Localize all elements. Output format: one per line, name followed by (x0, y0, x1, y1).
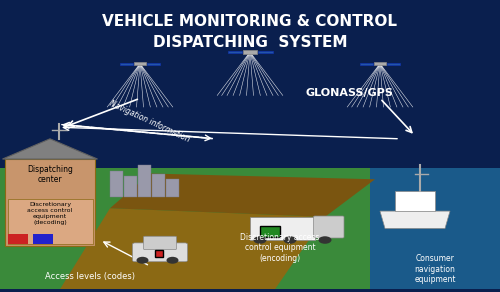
FancyBboxPatch shape (32, 234, 52, 244)
FancyBboxPatch shape (120, 63, 133, 65)
Text: Consumer
navigation
equipment: Consumer navigation equipment (414, 255, 456, 284)
FancyBboxPatch shape (360, 63, 373, 65)
FancyBboxPatch shape (314, 216, 344, 238)
FancyBboxPatch shape (147, 63, 160, 65)
Text: DISPATCHING  SYSTEM: DISPATCHING SYSTEM (153, 35, 347, 50)
FancyBboxPatch shape (258, 51, 272, 53)
Polygon shape (380, 211, 450, 228)
Circle shape (284, 236, 296, 244)
FancyBboxPatch shape (8, 199, 92, 244)
Circle shape (318, 236, 332, 244)
FancyBboxPatch shape (138, 165, 150, 197)
FancyBboxPatch shape (132, 243, 188, 262)
FancyBboxPatch shape (155, 250, 162, 257)
FancyBboxPatch shape (5, 159, 95, 246)
FancyBboxPatch shape (260, 225, 280, 237)
FancyBboxPatch shape (395, 191, 435, 211)
FancyBboxPatch shape (134, 62, 146, 65)
FancyBboxPatch shape (370, 168, 500, 289)
FancyBboxPatch shape (250, 217, 315, 240)
Circle shape (136, 257, 148, 264)
FancyBboxPatch shape (166, 179, 178, 197)
Text: Navigation information: Navigation information (108, 99, 192, 144)
Text: Access levels (codes): Access levels (codes) (45, 272, 135, 281)
Polygon shape (60, 208, 325, 289)
Text: GLONASS/GPS: GLONASS/GPS (305, 88, 393, 98)
FancyBboxPatch shape (124, 176, 136, 197)
Text: Discretionary
access control
equipment
(decoding): Discretionary access control equipment (… (28, 202, 72, 225)
FancyBboxPatch shape (8, 234, 28, 244)
Text: Dispatching
center: Dispatching center (27, 165, 73, 184)
Polygon shape (110, 173, 375, 217)
FancyBboxPatch shape (243, 50, 257, 54)
FancyBboxPatch shape (144, 236, 176, 250)
FancyBboxPatch shape (387, 63, 400, 65)
Circle shape (254, 236, 266, 244)
Text: Discretionary access
control equipment
(encoding): Discretionary access control equipment (… (240, 233, 320, 263)
FancyBboxPatch shape (0, 168, 500, 289)
Circle shape (166, 257, 178, 264)
FancyBboxPatch shape (374, 62, 386, 65)
Text: VEHICLE MONITORING & CONTROL: VEHICLE MONITORING & CONTROL (102, 15, 398, 29)
FancyBboxPatch shape (110, 171, 122, 197)
Polygon shape (2, 139, 98, 159)
FancyBboxPatch shape (228, 51, 242, 53)
FancyBboxPatch shape (152, 173, 164, 197)
